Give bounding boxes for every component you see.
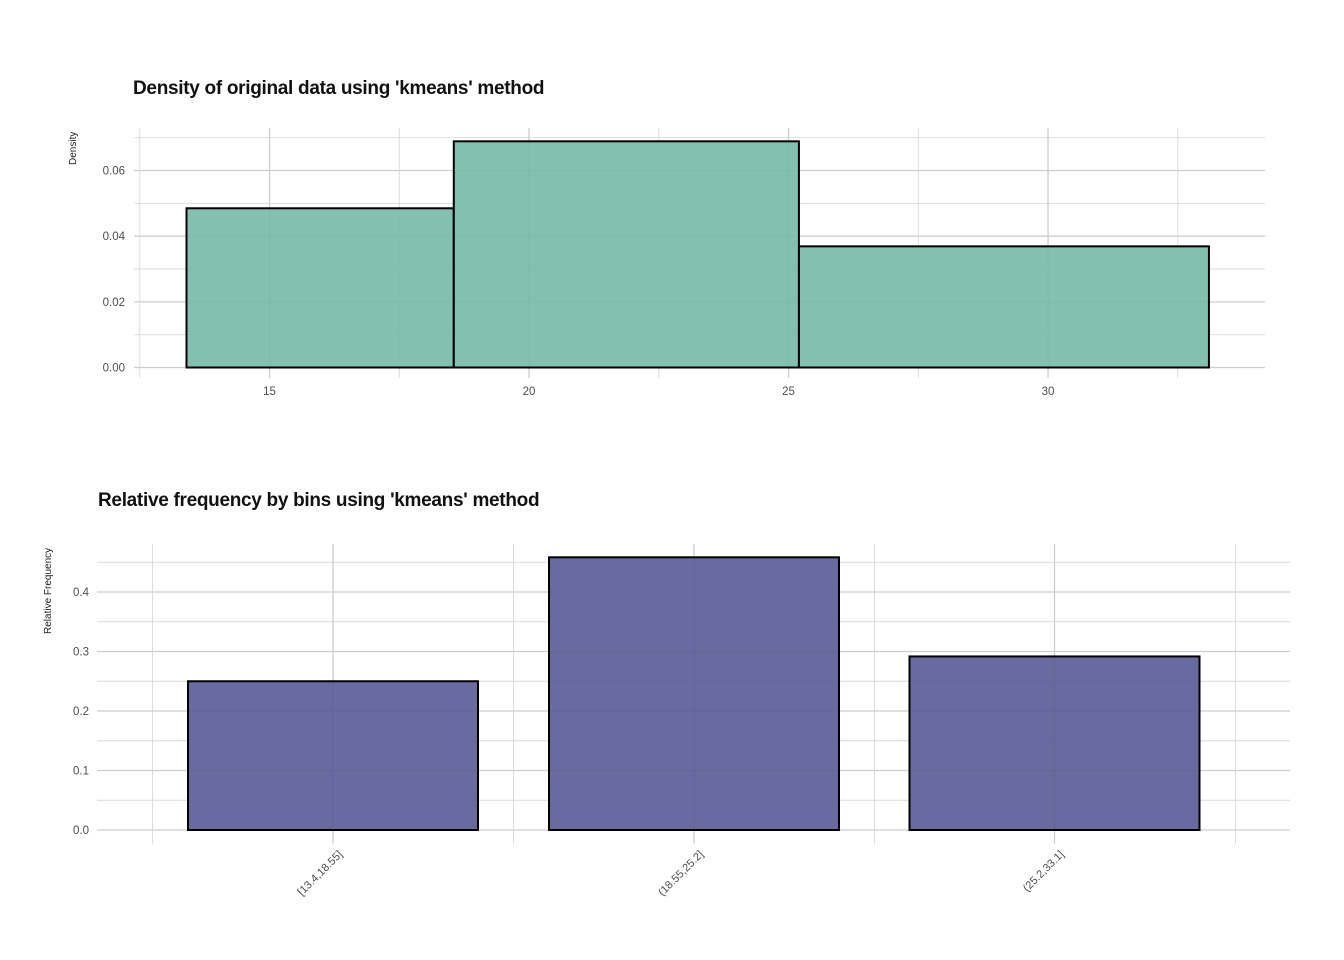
x-axis-tick-label: 25 <box>782 386 795 398</box>
x-axis-bin-label: (25.2,33.1] <box>1021 849 1067 895</box>
y-axis-tick-label: 0.2 <box>73 706 89 718</box>
x-axis-tick-label: 15 <box>263 386 276 398</box>
x-axis-tick-label: 30 <box>1042 386 1055 398</box>
y-axis-tick-label: 0.00 <box>103 363 125 375</box>
x-axis-bin-label: [13.4,18.55] <box>296 849 346 899</box>
y-axis-tick-label: 0.02 <box>103 297 125 309</box>
x-axis-tick-label: 20 <box>523 386 536 398</box>
y-axis-tick-label: 0.04 <box>103 231 126 243</box>
frequency-bar <box>548 556 840 832</box>
y-axis-tick-label: 0.0 <box>73 825 89 837</box>
chart2-title: Relative frequency by bins using 'kmeans… <box>98 490 540 511</box>
chart1-title: Density of original data using 'kmeans' … <box>133 78 545 99</box>
frequency-bar <box>187 680 479 831</box>
histogram-bar <box>797 245 1210 369</box>
histogram-bar <box>185 207 455 369</box>
histogram-bar <box>452 140 800 369</box>
y-axis-tick-label: 0.1 <box>73 766 89 778</box>
y-axis-tick-label: 0.06 <box>103 166 125 178</box>
y-axis-tick-label: 0.4 <box>73 587 90 599</box>
y-axis-tick-label: 0.3 <box>73 647 89 659</box>
frequency-bar <box>908 655 1201 831</box>
x-axis-bin-label: (18.55,25.2] <box>656 849 706 899</box>
